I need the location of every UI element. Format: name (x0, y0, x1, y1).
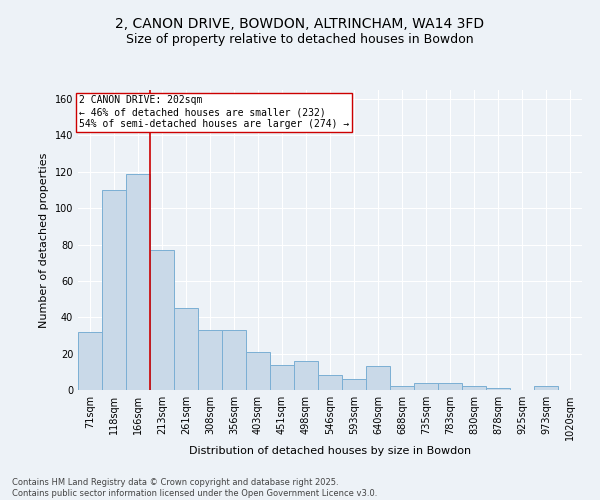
Text: 2, CANON DRIVE, BOWDON, ALTRINCHAM, WA14 3FD: 2, CANON DRIVE, BOWDON, ALTRINCHAM, WA14… (115, 18, 485, 32)
Bar (318, 376, 342, 390)
Bar (438, 382, 462, 390)
Bar (246, 352, 270, 390)
Bar (342, 379, 366, 390)
X-axis label: Distribution of detached houses by size in Bowdon: Distribution of detached houses by size … (189, 446, 471, 456)
Bar (390, 386, 414, 390)
Text: Contains HM Land Registry data © Crown copyright and database right 2025.
Contai: Contains HM Land Registry data © Crown c… (12, 478, 377, 498)
Text: 2 CANON DRIVE: 202sqm
← 46% of detached houses are smaller (232)
54% of semi-det: 2 CANON DRIVE: 202sqm ← 46% of detached … (79, 96, 349, 128)
Bar (102, 190, 126, 390)
Bar (366, 366, 390, 390)
Bar (174, 308, 198, 390)
Bar (198, 330, 222, 390)
Bar (222, 330, 246, 390)
Bar (78, 332, 102, 390)
Bar (414, 382, 438, 390)
Y-axis label: Number of detached properties: Number of detached properties (39, 152, 49, 328)
Bar (150, 250, 174, 390)
Bar (126, 174, 150, 390)
Bar (486, 388, 510, 390)
Bar (294, 361, 318, 390)
Bar (534, 386, 558, 390)
Bar (462, 386, 486, 390)
Bar (270, 364, 294, 390)
Text: Size of property relative to detached houses in Bowdon: Size of property relative to detached ho… (126, 32, 474, 46)
